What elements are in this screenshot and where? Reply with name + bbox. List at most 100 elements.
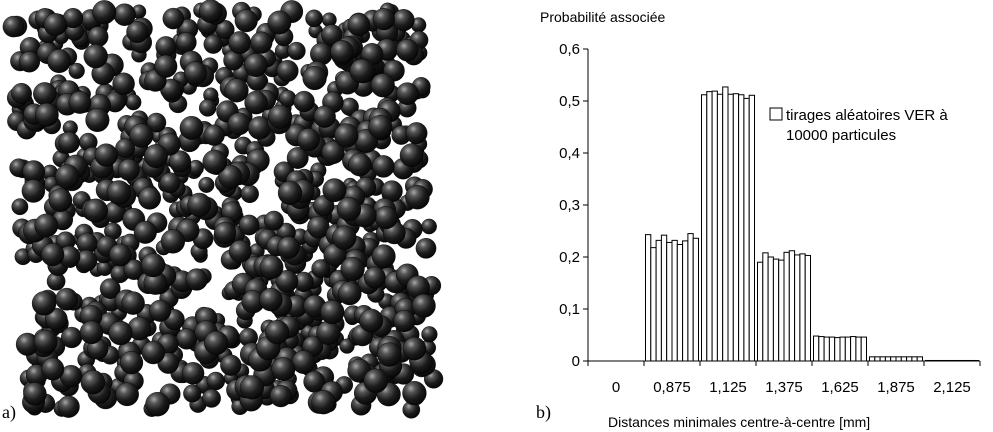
histogram-bar <box>757 261 764 362</box>
histogram-bar <box>716 93 724 362</box>
particle-sphere <box>159 172 181 194</box>
particle-sphere <box>332 225 357 250</box>
particle-sphere <box>271 357 296 381</box>
bars-group <box>645 86 980 362</box>
histogram-bar <box>951 359 958 362</box>
particle-sphere <box>411 293 436 318</box>
particle-sphere <box>322 178 347 203</box>
histogram-bar <box>650 247 657 362</box>
particle-sphere <box>363 266 386 289</box>
histogram-bar <box>900 356 908 362</box>
histogram-bar <box>962 359 969 362</box>
histogram-bar <box>804 254 812 362</box>
particle-sphere <box>372 8 395 31</box>
histogram-bar <box>940 359 948 362</box>
histogram-bar <box>671 239 678 362</box>
particle-sphere <box>402 381 427 406</box>
histogram-bar <box>946 359 953 362</box>
histogram-bar <box>818 336 825 362</box>
particle-sphere <box>141 253 166 278</box>
particle-sphere <box>198 176 215 193</box>
particle-sphere <box>43 13 67 37</box>
particle-sphere <box>44 307 68 331</box>
histogram-bar <box>660 234 668 362</box>
particle-sphere <box>320 300 345 325</box>
y-axis: 0 0,1 0,2 0,3 0,4 0,5 0,6 <box>559 41 589 370</box>
histogram-bar <box>783 251 790 362</box>
histogram-bar <box>778 259 785 362</box>
histogram-bar <box>645 234 652 362</box>
particle-sphere <box>162 7 185 30</box>
particle-sphere <box>160 229 185 254</box>
particle-sphere <box>11 198 29 216</box>
particle-sphere <box>286 147 309 169</box>
particle-sphere <box>276 60 299 82</box>
particle-sphere <box>79 320 104 345</box>
particle-sphere <box>40 243 65 267</box>
panel-b-label: b) <box>536 402 551 423</box>
histogram-bar <box>844 336 852 362</box>
particle-sphere <box>224 78 249 103</box>
histogram-bar <box>666 241 673 362</box>
particle-sphere <box>347 13 371 37</box>
particle-sphere <box>41 357 65 381</box>
particle-sphere <box>368 114 393 139</box>
particle-sphere <box>168 150 191 173</box>
histogram-bar <box>701 94 708 362</box>
y-tick-label: 0,1 <box>559 301 580 318</box>
particle-sphere <box>228 239 252 263</box>
histogram-bar <box>743 97 750 362</box>
particle-sphere <box>204 330 229 356</box>
particle-sphere <box>83 44 108 69</box>
particle-sphere <box>54 164 80 189</box>
histogram-bar <box>687 233 694 362</box>
particle-sphere <box>421 326 438 343</box>
histogram-bar <box>823 336 830 362</box>
particle-sphere <box>47 49 72 74</box>
particle-sphere <box>234 9 258 33</box>
particle-sphere <box>99 278 121 299</box>
particle-sphere <box>133 220 157 244</box>
particle-sphere <box>293 90 315 113</box>
histogram-bar <box>711 90 718 362</box>
histogram-bar <box>839 336 846 362</box>
particle-sphere <box>203 34 223 54</box>
particle-sphere <box>396 39 419 62</box>
particle-sphere <box>321 24 343 46</box>
particle-sphere <box>267 10 292 35</box>
particle-sphere <box>183 61 208 85</box>
particle-sphere <box>402 336 427 361</box>
particle-sphere <box>121 291 145 315</box>
particle-sphere <box>244 90 268 115</box>
x-tick-label: 0 <box>612 379 620 396</box>
histogram-bar <box>911 356 918 362</box>
particle-sphere <box>305 9 323 28</box>
x-axis: 0 0,875 1,125 1,375 1,625 1,875 2,125 <box>587 360 981 396</box>
histogram-bar <box>788 250 796 362</box>
particle-sphere <box>311 390 336 415</box>
particle-sphere <box>119 351 144 375</box>
particle-sphere <box>287 41 306 61</box>
particle-sphere <box>58 131 80 154</box>
particle-sphere <box>259 255 284 280</box>
histogram-bar <box>850 336 857 362</box>
particle-sphere <box>11 83 32 104</box>
panel-a-label: a) <box>2 402 16 423</box>
particle-sphere <box>393 310 416 333</box>
particle-sphere <box>198 0 223 23</box>
particle-sphere <box>146 112 167 133</box>
particle-sphere <box>68 62 85 80</box>
particle-sphere <box>336 196 362 222</box>
particle-sphere <box>57 395 80 418</box>
particle-sphere <box>268 104 293 129</box>
particle-sphere <box>108 321 133 346</box>
particle-sphere <box>115 382 139 407</box>
particle-sphere <box>85 107 110 132</box>
particle-sphere <box>112 72 135 96</box>
histogram-bar <box>738 94 745 362</box>
histogram-bar <box>767 256 774 362</box>
particle-sphere <box>92 0 117 25</box>
legend-line-1: tirages aléatoires VER à <box>786 107 948 124</box>
particle-sphere <box>370 73 395 98</box>
histogram-bar <box>855 336 862 362</box>
